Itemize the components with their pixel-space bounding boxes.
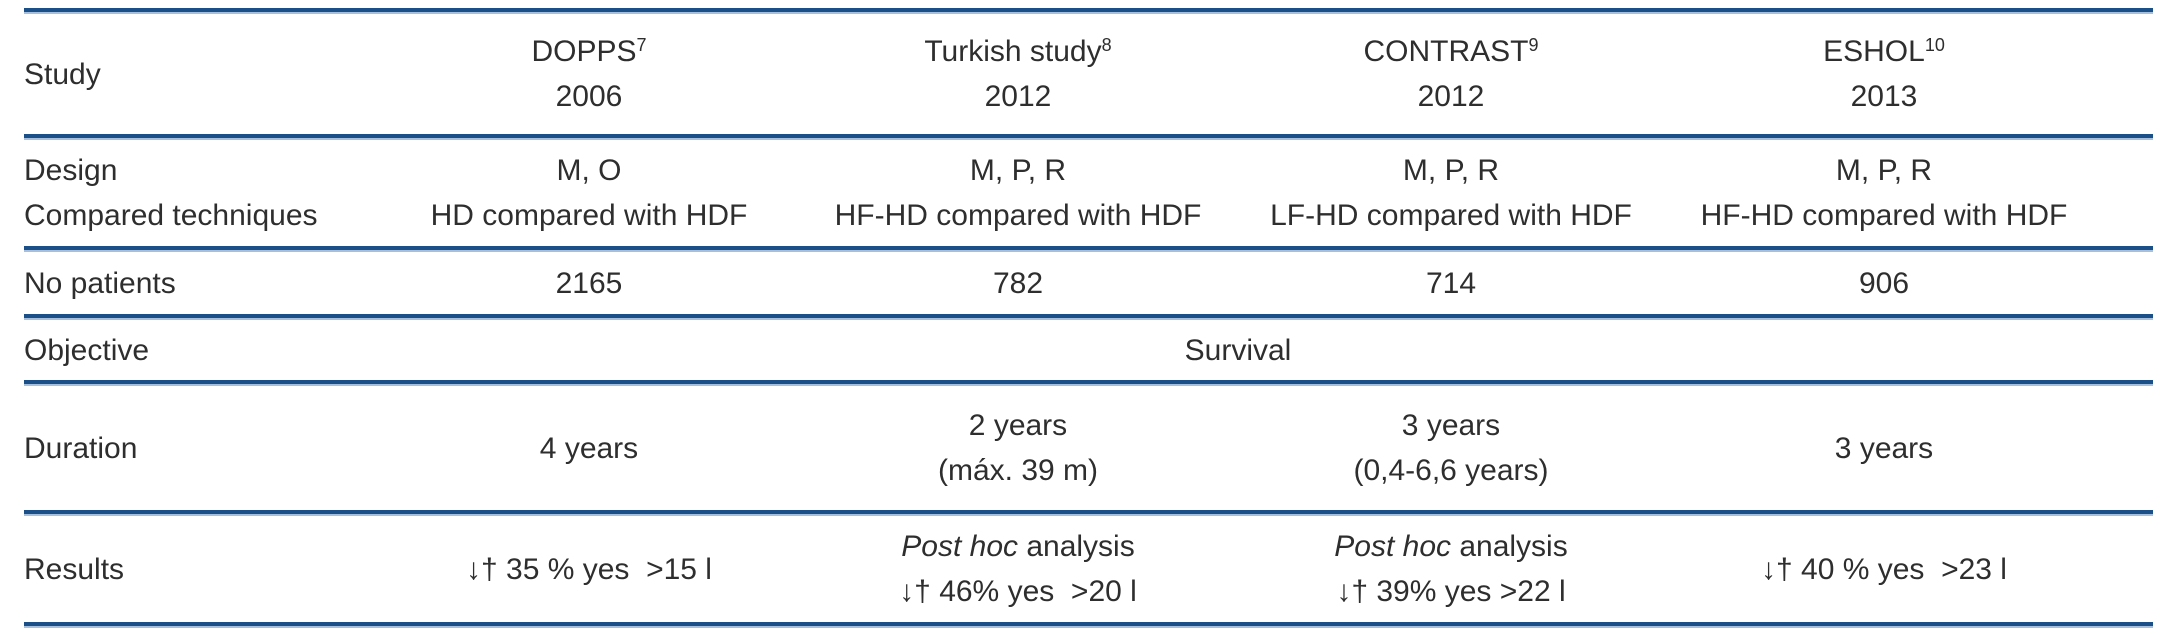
post-hoc-italic: Post hoc [901,530,1018,563]
duration-detail: (0,4-6,6 years) [1353,454,1549,487]
duration-cell: 3 years (0,4-6,6 years) [1234,403,1668,493]
study-name: ESHOL10 [1668,29,2100,74]
duration-value: 2 years [968,409,1068,442]
rule-bottom [24,622,2153,628]
study-col-contrast: CONTRAST9 2012 [1234,29,1668,119]
row-label-results: Results [24,552,125,586]
design-cell: M, P, R HF-HD compared with HDF [802,148,1234,238]
duration-cell: 4 years [376,426,802,471]
study-name: CONTRAST9 [1234,29,1668,74]
study-col-dopps: DOPPS7 2006 [376,29,802,119]
study-year: 2006 [555,80,623,113]
design-value: M, P, R [1835,154,1933,187]
duration-value: 4 years [539,431,639,465]
row-study: Study DOPPS7 2006 Turkish study8 2012 CO… [0,14,2171,134]
patients-count: 782 [992,266,1044,300]
study-ref-superscript: 7 [636,35,647,56]
row-label-duration: Duration [24,431,138,465]
row-results: Results ↓† 35 % yes >15 l Post hoc analy… [0,516,2171,622]
post-hoc-line: Post hoc analysis [802,524,1234,569]
study-name-text: CONTRAST [1363,35,1529,68]
result-value: ↓† 39% yes >22 l [1336,575,1566,608]
post-hoc-line: Post hoc analysis [1234,524,1668,569]
results-cell: Post hoc analysis ↓† 46% yes >20 l [802,524,1234,614]
results-cell: Post hoc analysis ↓† 39% yes >22 l [1234,524,1668,614]
study-name-text: ESHOL [1823,35,1925,68]
technique-value: LF-HD compared with HDF [1270,199,1632,232]
row-no-patients: No patients 2165 782 714 906 [0,252,2171,314]
patients-count: 2165 [555,266,623,300]
study-year: 2013 [1850,80,1918,113]
study-name-text: Turkish study [924,35,1102,68]
rule-after-design [24,246,2153,252]
post-hoc-italic: Post hoc [1334,530,1451,563]
row-design: Design Compared techniques M, O HD compa… [0,140,2171,246]
duration-cell: 3 years [1668,426,2100,471]
design-value: M, P, R [969,154,1067,187]
post-hoc-rest: analysis [1018,530,1135,563]
study-ref-superscript: 9 [1528,35,1539,56]
row-label-no-patients: No patients [24,266,176,300]
design-cell: M, P, R HF-HD compared with HDF [1668,148,2100,238]
design-label: Design [24,154,118,187]
study-name: Turkish study8 [802,29,1234,74]
study-ref-superscript: 10 [1924,35,1945,56]
rule-top [24,8,2153,14]
result-value: ↓† 40 % yes >23 l [1761,552,2007,586]
rule-after-patients [24,314,2153,320]
study-name: DOPPS7 [376,29,802,74]
result-value: ↓† 35 % yes >15 l [466,552,712,586]
technique-value: HF-HD compared with HDF [1700,199,2068,232]
duration-value: 3 years [1401,409,1501,442]
technique-value: HD compared with HDF [430,199,748,232]
study-year: 2012 [1417,80,1485,113]
row-label-objective: Objective [24,333,150,367]
design-value: M, O [556,154,622,187]
study-ref-superscript: 8 [1101,35,1112,56]
study-col-turkish: Turkish study8 2012 [802,29,1234,119]
result-value: ↓† 46% yes >20 l [899,575,1137,608]
design-cell: M, P, R LF-HD compared with HDF [1234,148,1668,238]
design-cell: M, O HD compared with HDF [376,148,802,238]
rule-after-study [24,134,2153,140]
study-year: 2012 [984,80,1052,113]
results-cell: ↓† 40 % yes >23 l [1668,547,2100,592]
results-cell: ↓† 35 % yes >15 l [376,547,802,592]
rule-after-duration [24,510,2153,516]
row-duration: Duration 4 years 2 years (máx. 39 m) 3 y… [0,386,2171,510]
duration-value: 3 years [1834,431,1934,465]
objective-value: Survival [1184,333,1292,367]
patients-count: 906 [1858,266,1910,300]
study-name-text: DOPPS [531,35,637,68]
row-label-study: Study [24,57,101,91]
compared-techniques-label: Compared techniques [24,199,318,232]
technique-value: HF-HD compared with HDF [834,199,1202,232]
design-value: M, P, R [1402,154,1500,187]
patients-count: 714 [1425,266,1477,300]
row-label-design: Design Compared techniques [24,148,376,238]
row-objective: Objective Survival [0,320,2171,380]
post-hoc-rest: analysis [1451,530,1568,563]
duration-detail: (máx. 39 m) [937,454,1099,487]
rule-after-objective [24,380,2153,386]
study-col-eshol: ESHOL10 2013 [1668,29,2100,119]
duration-cell: 2 years (máx. 39 m) [802,403,1234,493]
